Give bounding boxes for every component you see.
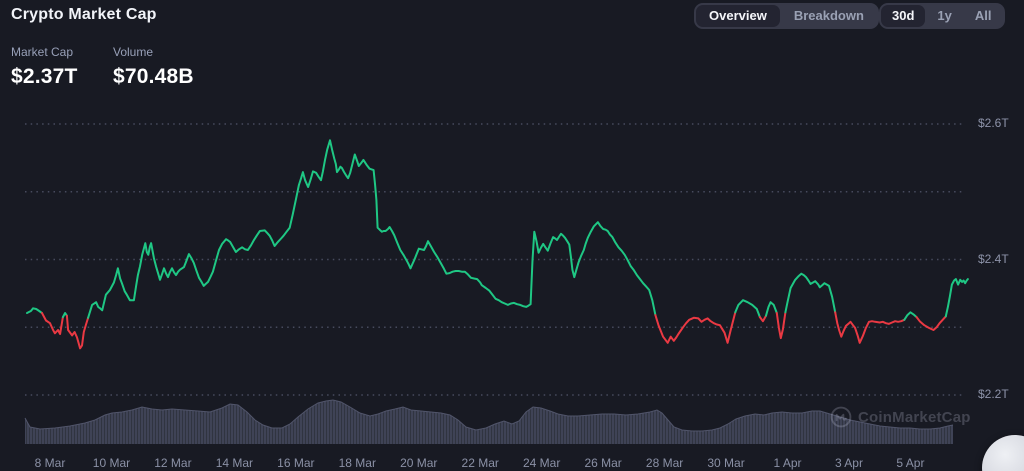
x-axis-label: 30 Mar	[707, 456, 745, 470]
range-all[interactable]: All	[964, 5, 1003, 27]
x-axis-label: 8 Mar	[34, 456, 66, 470]
volume-area	[24, 399, 954, 444]
x-axis-label: 24 Mar	[522, 456, 561, 470]
gridlines	[25, 123, 963, 396]
coinmarketcap-watermark: CoinMarketCap	[830, 406, 971, 428]
x-axis-label: 12 Mar	[154, 456, 192, 470]
y-axis-label: $2.2T	[978, 387, 1009, 401]
x-axis-label: 20 Mar	[400, 456, 438, 470]
y-axis-label: $2.4T	[978, 251, 1009, 266]
x-axis-label: 28 Mar	[645, 456, 684, 470]
x-axis-label: 10 Mar	[92, 456, 131, 470]
x-axis-label: 18 Mar	[338, 456, 376, 470]
market-cap-value: $2.37T	[11, 65, 78, 88]
x-axis-label: 3 Apr	[834, 456, 863, 470]
volume-value: $70.48B	[113, 65, 194, 88]
volume-stat: Volume $70.48B	[113, 45, 194, 89]
tab-overview[interactable]: Overview	[696, 5, 780, 27]
x-axis-label: 26 Mar	[584, 456, 622, 470]
page-title: Crypto Market Cap	[11, 6, 157, 23]
range-toggle: 30d 1y All	[879, 3, 1005, 29]
tab-breakdown[interactable]: Breakdown	[781, 5, 877, 27]
coinmarketcap-logo-icon	[830, 406, 852, 428]
x-axis-label: 14 Mar	[215, 456, 254, 470]
range-30d[interactable]: 30d	[881, 5, 926, 27]
x-axis-label: 5 Apr	[896, 456, 925, 470]
x-axis-label: 1 Apr	[773, 456, 802, 470]
x-axis-label: 22 Mar	[461, 456, 499, 470]
x-axis-label: 16 Mar	[277, 456, 315, 470]
range-1y[interactable]: 1y	[926, 5, 962, 27]
market-cap-stat: Market Cap $2.37T	[11, 45, 78, 89]
market-cap-label: Market Cap	[11, 45, 74, 59]
market-cap-line	[26, 139, 969, 350]
y-axis-label: $2.6T	[978, 116, 1009, 130]
view-toggle: Overview Breakdown	[694, 3, 879, 29]
watermark-text: CoinMarketCap	[858, 408, 971, 426]
volume-label: Volume	[113, 45, 154, 59]
